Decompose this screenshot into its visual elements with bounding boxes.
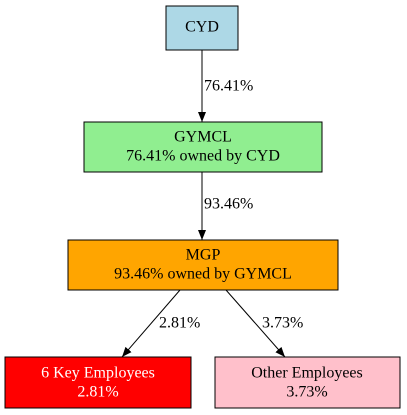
node-box [165,5,239,51]
node-label: Other Employees [251,365,363,382]
edge-label: 3.73% [262,315,303,332]
node-label: 2.81% [77,384,118,401]
node-box [4,356,192,409]
edge [121,289,181,358]
node-box [67,239,339,291]
node-label: GYMCL [174,129,232,146]
node-box [83,121,323,173]
node-label: 76.41% owned by CYD [126,148,280,165]
node-label: MGP [186,247,221,264]
edge-label: 76.41% [204,78,253,95]
node-label: CYD [185,19,219,36]
node-label: 3.73% [286,384,327,401]
node-label: 6 Key Employees [41,365,155,382]
node-label: 93.46% owned by GYMCL [114,266,292,283]
node-box [214,356,401,409]
edge-label: 2.81% [159,315,200,332]
edge-label: 93.46% [204,196,253,213]
edge [225,289,286,358]
